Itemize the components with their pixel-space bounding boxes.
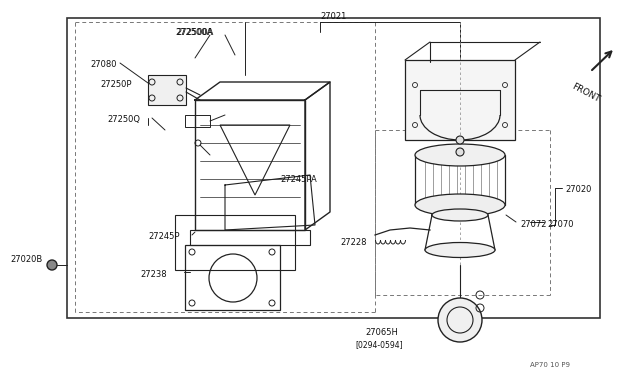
Text: 27250Q: 27250Q <box>107 115 140 124</box>
Text: [0294-0594]: [0294-0594] <box>355 340 403 349</box>
Text: 27065H: 27065H <box>365 328 398 337</box>
Circle shape <box>456 148 464 156</box>
Text: 27020B: 27020B <box>10 255 42 264</box>
Circle shape <box>47 260 57 270</box>
Text: 272500A: 272500A <box>175 28 212 37</box>
Text: 27080: 27080 <box>90 60 116 69</box>
Bar <box>195 100 305 230</box>
Text: 27021: 27021 <box>320 12 346 21</box>
Text: 272500A: 272500A <box>176 28 213 37</box>
Text: 27070: 27070 <box>547 220 573 229</box>
Ellipse shape <box>425 243 495 257</box>
Circle shape <box>456 136 464 144</box>
Text: AP70 10 P9: AP70 10 P9 <box>530 362 570 368</box>
Ellipse shape <box>432 209 488 221</box>
Ellipse shape <box>415 144 505 166</box>
Bar <box>185 245 280 310</box>
Circle shape <box>438 298 482 342</box>
Text: 27228: 27228 <box>340 238 367 247</box>
Text: 27245PA: 27245PA <box>280 175 317 184</box>
Text: 27020: 27020 <box>565 185 591 194</box>
Text: 27245P: 27245P <box>148 232 179 241</box>
Bar <box>175 215 295 270</box>
Text: 27250P: 27250P <box>100 80 131 89</box>
Bar <box>67 18 600 318</box>
Text: 27238: 27238 <box>140 270 166 279</box>
Bar <box>405 60 515 140</box>
Bar <box>185 115 210 127</box>
Text: FRONT: FRONT <box>570 82 601 104</box>
Bar <box>148 75 186 105</box>
Text: 27072: 27072 <box>520 220 547 229</box>
Ellipse shape <box>415 194 505 216</box>
Bar <box>190 230 310 245</box>
